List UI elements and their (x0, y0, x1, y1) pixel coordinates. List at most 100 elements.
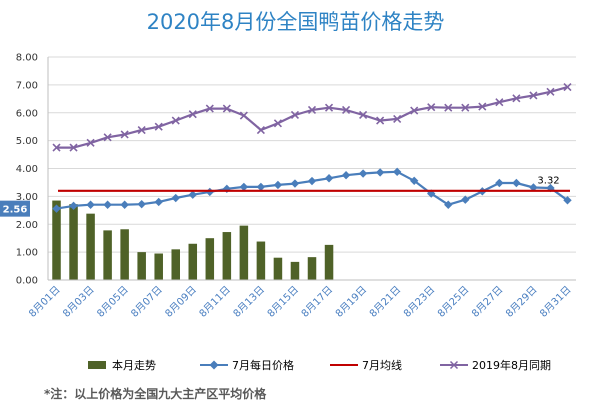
point (205, 104, 214, 113)
point (171, 193, 180, 203)
point (273, 180, 283, 190)
data-labels: 2.56 3.32 (0, 175, 560, 217)
point (512, 94, 521, 103)
point (495, 98, 504, 107)
point (546, 183, 555, 193)
bar (171, 249, 180, 280)
point (290, 110, 300, 120)
x-tick-label: 8月05日 (95, 284, 131, 320)
point (529, 183, 538, 192)
x-tick-label: 8月01日 (27, 284, 63, 320)
point (86, 200, 95, 209)
x-tick-label: 8月31日 (537, 284, 573, 320)
x-tick-label: 8月17日 (299, 284, 335, 320)
point (205, 187, 215, 197)
legend-line-swatch-2019 (440, 360, 468, 370)
point (307, 176, 317, 186)
legend-bar-swatch-rect (88, 361, 106, 369)
point (188, 190, 197, 199)
y-tick-label: 0.00 (16, 276, 38, 287)
point (171, 116, 180, 125)
point (444, 200, 453, 209)
x-tick-label: 8月15日 (265, 284, 301, 320)
legend-label-bars: 本月走势 (112, 359, 156, 372)
point (52, 204, 61, 213)
point (69, 201, 78, 211)
point (188, 110, 197, 119)
y-tick-label: 4.00 (16, 164, 38, 175)
point (410, 106, 419, 115)
point (444, 103, 453, 112)
bar (86, 213, 95, 280)
bar (307, 257, 317, 280)
legend-bar-swatch (88, 361, 106, 369)
bar (222, 232, 232, 280)
point (392, 167, 402, 177)
point (154, 122, 163, 131)
point (222, 104, 231, 113)
bar (324, 244, 334, 280)
data-label-box (0, 200, 30, 217)
point (529, 91, 538, 100)
y-tick-label: 2.00 (16, 220, 38, 231)
x-tick-label: 8月21日 (367, 284, 403, 320)
legend-diamond-marker (209, 360, 219, 370)
x-tick-label: 8月13日 (231, 284, 267, 320)
x-tick-label: 8月07日 (129, 284, 165, 320)
point (359, 110, 368, 120)
point (427, 103, 436, 112)
point (324, 103, 334, 112)
bar (154, 253, 163, 280)
x-tick-label: 8月11日 (197, 284, 233, 320)
legend-item-bars: 本月走势 (86, 354, 156, 376)
x-axis: 8月01日8月03日8月05日8月07日8月09日8月11日8月13日8月15日… (27, 279, 576, 320)
point (461, 195, 470, 204)
data-label: 3.32 (537, 175, 559, 186)
bar (69, 204, 78, 280)
point (409, 176, 419, 185)
bar (239, 225, 249, 280)
point (324, 174, 334, 183)
x-tick-label: 8月25日 (435, 284, 471, 320)
bar (120, 229, 129, 280)
legend-item-july-daily: 7月每日价格 (200, 354, 294, 376)
point (341, 105, 351, 115)
point (120, 130, 129, 139)
point (563, 83, 572, 92)
point (86, 138, 95, 147)
point (546, 87, 555, 96)
bar (103, 230, 112, 280)
point (103, 200, 112, 209)
point (376, 116, 385, 125)
bar (256, 241, 266, 280)
plot-area: 0.00 1.00 2.00 3.00 4.00 5.00 6.00 7.00 8.00 8月0… (0, 53, 576, 320)
footnote: *注：以上价格为全国九大主产区平均价格 (44, 387, 267, 401)
point (103, 133, 112, 142)
point (69, 143, 78, 152)
point (137, 199, 146, 209)
x-tick-label: 8月27日 (469, 284, 505, 320)
y-axis: 0.00 1.00 2.00 3.00 4.00 5.00 6.00 7.00 8.00 (16, 53, 49, 287)
y-tick-label: 7.00 (16, 80, 38, 91)
series-line (56, 86, 568, 149)
x-tick-label: 8月03日 (61, 284, 97, 320)
point (290, 179, 300, 188)
point (358, 169, 368, 178)
x-tick-label: 8月19日 (333, 284, 369, 320)
legend: 本月走势 7月每日价格 7月均线 2019年8月同期 (0, 354, 591, 376)
point (478, 102, 487, 111)
x-tick-label: 8月23日 (401, 284, 437, 320)
bar (137, 252, 146, 280)
legend-label-july-average: 7月均线 (362, 359, 402, 372)
point (563, 196, 572, 205)
x-tick-label: 8月29日 (503, 284, 539, 320)
point (512, 178, 521, 188)
x-tick-label: 8月09日 (163, 284, 199, 320)
legend-x-marker (449, 360, 459, 370)
bar (205, 238, 215, 280)
legend-item-july-average: 7月均线 (330, 354, 402, 376)
point (393, 114, 402, 123)
bar-series (52, 200, 334, 280)
legend-item-2019: 2019年8月同期 (440, 354, 551, 376)
